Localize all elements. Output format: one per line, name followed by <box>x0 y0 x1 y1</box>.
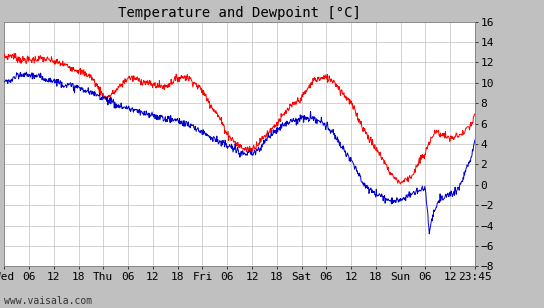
Text: www.vaisala.com: www.vaisala.com <box>4 297 92 306</box>
Title: Temperature and Dewpoint [°C]: Temperature and Dewpoint [°C] <box>118 6 361 20</box>
